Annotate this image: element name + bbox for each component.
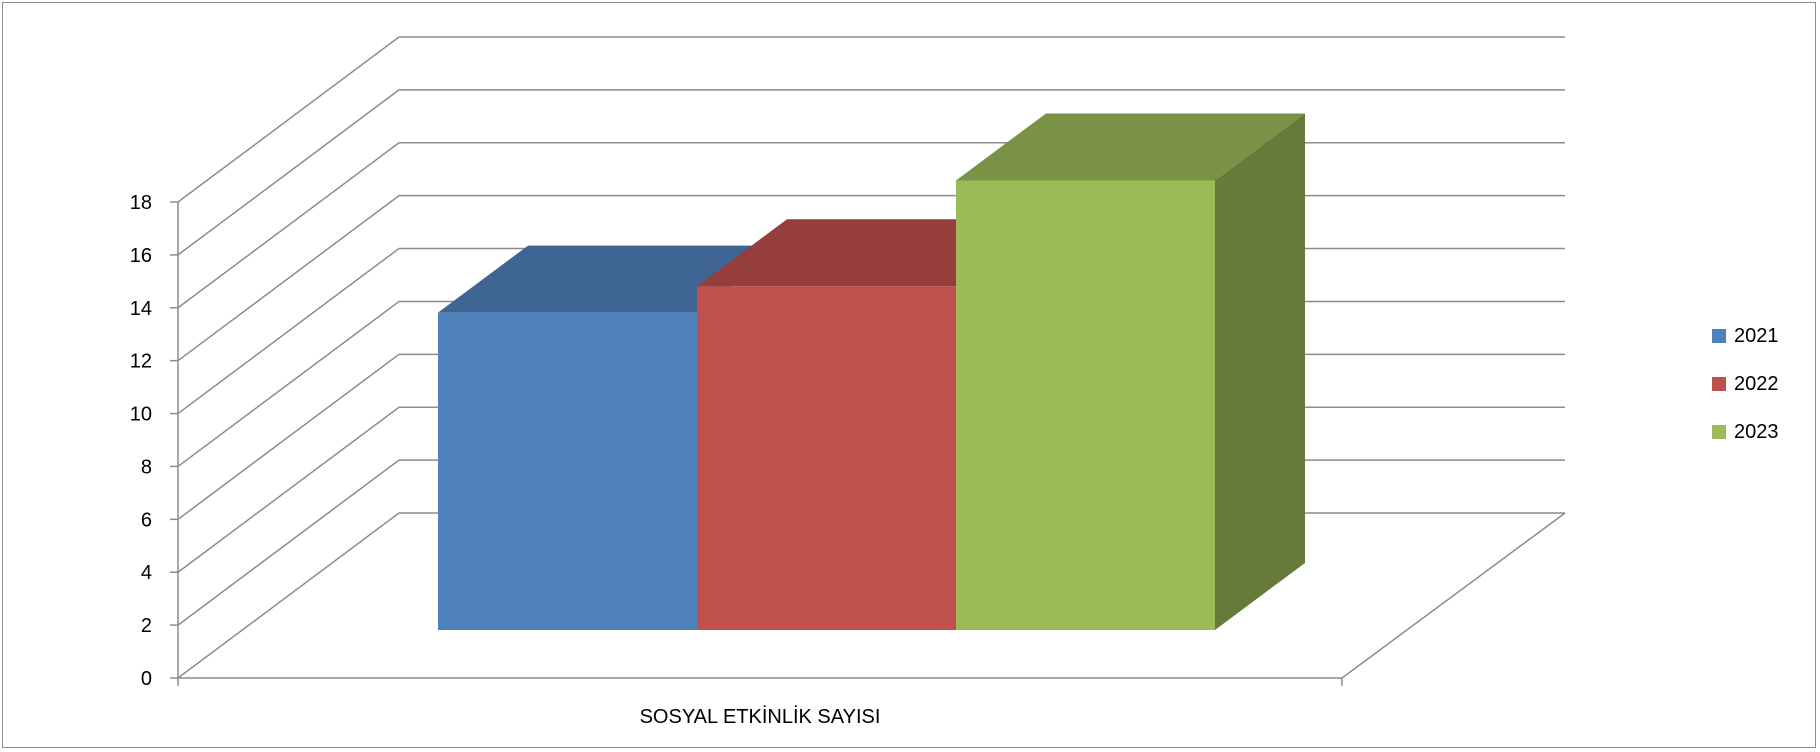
legend-label: 2022 — [1734, 372, 1779, 395]
y-tick-label: 4 — [141, 562, 152, 584]
legend-item-2021: 2021 — [1712, 312, 1779, 360]
bar-2023-top — [956, 113, 1305, 181]
bar-2022-front — [697, 286, 956, 630]
bar-2021-front — [438, 312, 697, 630]
axis-labels: 0 2 4 6 8 10 12 14 16 18 SOSYAL ETKİNLİK SAYISI — [130, 192, 881, 728]
legend-item-2023: 2023 — [1712, 408, 1779, 456]
y-tick-label: 2 — [141, 615, 152, 637]
y-tick-label: 18 — [130, 192, 152, 214]
axes — [170, 201, 1566, 686]
y-tick-label: 6 — [141, 509, 152, 531]
legend-swatch — [1712, 329, 1726, 343]
x-category-label: SOSYAL ETKİNLİK SAYISI — [640, 705, 881, 728]
legend: 2021 2022 2023 — [1712, 312, 1779, 456]
bars — [438, 113, 1305, 630]
bar-2021 — [438, 245, 787, 630]
legend-label: 2023 — [1734, 420, 1779, 443]
y-tick-label: 14 — [130, 298, 152, 320]
bar-2023 — [956, 113, 1305, 630]
y-tick-label: 10 — [130, 404, 152, 426]
bar-2023-front — [956, 180, 1215, 630]
y-tick-label: 0 — [141, 668, 152, 690]
y-tick-label: 12 — [130, 351, 152, 373]
y-tick-label: 8 — [141, 456, 152, 478]
gridline — [177, 89, 1565, 256]
bar-2022 — [697, 219, 1046, 630]
legend-swatch — [1712, 377, 1726, 391]
legend-item-2022: 2022 — [1712, 360, 1779, 408]
gridline — [177, 36, 1565, 203]
bar-2023-side — [1215, 113, 1305, 630]
y-tick-label: 16 — [130, 245, 152, 267]
legend-swatch — [1712, 425, 1726, 439]
legend-label: 2021 — [1734, 324, 1779, 347]
